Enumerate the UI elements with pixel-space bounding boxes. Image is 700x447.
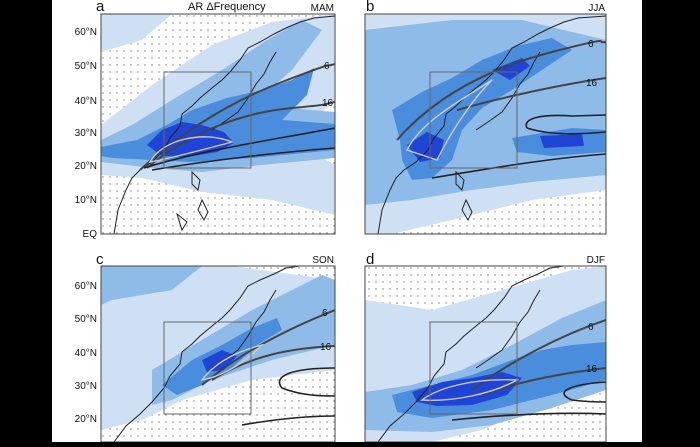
contour-south-a <box>151 147 335 171</box>
contour-6-c <box>201 309 335 386</box>
lat-label-40n-c: 40°N <box>75 348 97 359</box>
contour-label-6-d: 6 <box>588 322 594 333</box>
panel-a: a AR ΔFrequency MAM 6 16 60°N 50°N <box>75 0 336 240</box>
coastline-japan-b <box>475 51 541 131</box>
lat-label-50n-a: 50°N <box>75 61 97 72</box>
lat-label-50n-c: 50°N <box>75 314 97 325</box>
contour-16-d <box>481 367 606 396</box>
lat-label-60n-a: 60°N <box>75 27 97 38</box>
contour-label-6-c: 6 <box>322 308 328 319</box>
contour-inner-a <box>148 136 235 163</box>
coastline-japan-d <box>475 289 541 369</box>
contour-outer-b <box>525 114 606 135</box>
ar-shading-light-top-a <box>101 14 172 52</box>
panel-letter-c: c <box>96 251 104 268</box>
panel-b: b JJA 6 16 <box>364 0 607 235</box>
panel-title-a: AR ΔFrequency <box>188 1 266 13</box>
coastline-asia-c <box>113 266 301 442</box>
lat-axis-c: 60°N 50°N 40°N 30°N 20°N <box>75 281 97 425</box>
lat-label-20n-a: 20°N <box>75 161 97 172</box>
contour-6-a <box>139 63 335 171</box>
ar-shading-max-c <box>202 350 237 372</box>
region-box-c <box>163 321 252 415</box>
contour-label-16-d: 16 <box>586 364 598 375</box>
contour-6-b <box>396 40 606 141</box>
season-label-b: JJA <box>588 3 605 14</box>
coastline-islands-b <box>455 170 473 222</box>
region-box-a <box>163 71 252 169</box>
panel-letter-d: d <box>366 251 374 268</box>
contour-south-b <box>431 153 606 179</box>
figure-frame: a AR ΔFrequency MAM 6 16 60°N 50°N <box>52 0 642 443</box>
contour-outer-d <box>451 381 606 421</box>
lat-axis-a: 60°N 50°N 40°N 30°N 20°N 10°N EQ <box>75 27 98 240</box>
panel-d: d DJF 6 16 <box>364 251 607 443</box>
season-label-c: SON <box>312 255 334 266</box>
ar-frequency-figure: a AR ΔFrequency MAM 6 16 60°N 50°N <box>75 0 607 443</box>
contour-label-6-a: 6 <box>324 61 330 72</box>
lat-label-20n-c: 20°N <box>75 414 97 425</box>
map-frame-b <box>364 13 607 235</box>
contour-inner-b <box>406 79 493 161</box>
coastline-japan-a <box>211 51 277 131</box>
coastline-asia-d <box>377 266 565 442</box>
map-frame-a <box>100 13 336 235</box>
contour-label-16-b: 16 <box>586 78 598 89</box>
panel-letter-b: b <box>366 0 374 15</box>
panel-letter-a: a <box>96 0 105 15</box>
ar-shading-mid-c <box>101 266 335 405</box>
coastline-islands-a <box>176 170 209 232</box>
contour-16-a <box>146 101 335 169</box>
contour-label-16-a: 16 <box>322 98 334 109</box>
lat-label-10n-a: 10°N <box>75 195 97 206</box>
season-label-d: DJF <box>587 255 605 266</box>
lat-label-30n-a: 30°N <box>75 128 97 139</box>
contour-outer-c <box>241 367 335 426</box>
ar-shading-max-b <box>407 58 584 162</box>
contour-inner-c <box>200 343 265 382</box>
lat-label-40n-a: 40°N <box>75 96 97 107</box>
lat-label-60n-c: 60°N <box>75 281 97 292</box>
contour-label-16-c: 16 <box>320 342 332 353</box>
panel-c: c SON 6 16 60°N 50°N 40°N 30°N 20°N <box>75 251 336 443</box>
contour-outer-a <box>143 127 335 169</box>
lat-label-eq-a: EQ <box>83 229 98 240</box>
contour-label-6-b: 6 <box>588 39 594 50</box>
region-box-b <box>429 71 518 169</box>
lat-label-30n-c: 30°N <box>75 381 97 392</box>
coastline-asia-a <box>113 15 335 234</box>
region-box-d <box>429 321 518 415</box>
season-label-a: MAM <box>311 3 334 14</box>
